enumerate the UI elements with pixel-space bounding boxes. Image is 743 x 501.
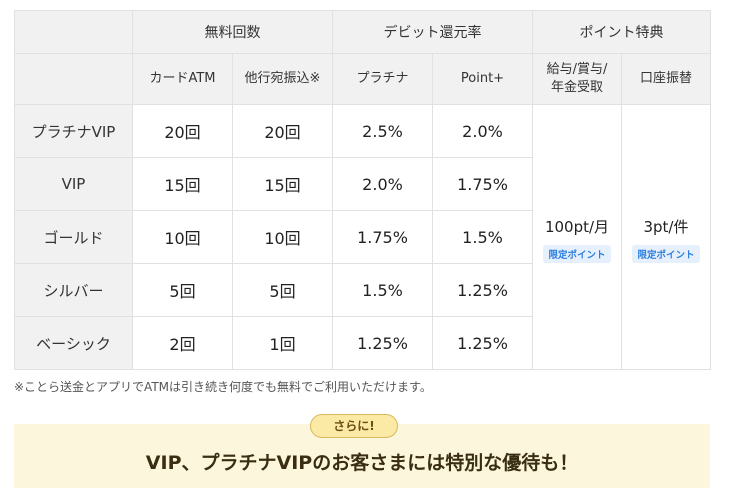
atm-count: 15回 [132, 157, 233, 211]
rank-label: ゴールド [14, 210, 133, 264]
card-atm-header: カードATM [132, 53, 233, 105]
transfer-count: 20回 [232, 104, 333, 158]
platinum-rate: 2.5% [332, 104, 433, 158]
table-row: シルバー 5回 5回 1.5% 1.25% [14, 263, 711, 317]
transfer-count: 10回 [232, 210, 333, 264]
rank-label: ベーシック [14, 316, 133, 370]
platinum-rate: 1.5% [332, 263, 433, 317]
platinum-rate: 2.0% [332, 157, 433, 211]
sub-header-row: カードATM 他行宛振込※ プラチナ Point+ 給与/賞与/ 年金受取 口座… [14, 53, 711, 105]
direct-debit-header: 口座振替 [621, 53, 711, 105]
corner-cell-2 [14, 53, 133, 105]
atm-count: 10回 [132, 210, 233, 264]
group-header-row: 無料回数 デビット還元率 ポイント特典 [14, 10, 711, 54]
point-benefit-header: ポイント特典 [532, 10, 711, 54]
transfer-count: 15回 [232, 157, 333, 211]
rank-label: プラチナVIP [14, 104, 133, 158]
table-row: ゴールド 10回 10回 1.75% 1.5% [14, 210, 711, 264]
footnote: ※ことら送金とアプリでATMは引き続き何度でも無料でご利用いただけます。 [14, 380, 432, 394]
salary-points-cell: 100pt/月 限定ポイント [532, 104, 622, 370]
debit-rate-header: デビット還元率 [332, 10, 533, 54]
table-row: プラチナVIP 20回 20回 2.5% 2.0% 100pt/月 限定ポイント… [14, 104, 711, 370]
platinum-rate: 1.75% [332, 210, 433, 264]
atm-count: 20回 [132, 104, 233, 158]
table-row: VIP 15回 15回 2.0% 1.75% [14, 157, 711, 211]
limited-point-badge: 限定ポイント [632, 244, 700, 263]
promo-text: VIP、プラチナVIPのお客さまには特別な優待も！ [145, 452, 579, 474]
pointplus-rate: 1.75% [432, 157, 533, 211]
platinum-rate: 1.25% [332, 316, 433, 370]
pointplus-rate: 1.25% [432, 263, 533, 317]
platinum-header: プラチナ [332, 53, 433, 105]
salary-header-line2: 年金受取 [550, 80, 603, 95]
salary-points-value: 100pt/月 [544, 217, 610, 236]
transfer-count: 5回 [232, 263, 333, 317]
atm-count: 2回 [132, 316, 233, 370]
salary-header: 給与/賞与/ 年金受取 [532, 53, 622, 105]
rank-label: VIP [14, 157, 133, 211]
corner-cell [14, 10, 133, 54]
transfer-header: 他行宛振込※ [232, 53, 333, 105]
direct-debit-points-value: 3pt/件 [643, 217, 689, 236]
pointplus-header: Point+ [432, 53, 533, 105]
transfer-count: 1回 [232, 316, 333, 370]
salary-header-line1: 給与/賞与/ [546, 62, 608, 77]
pointplus-rate: 2.0% [432, 104, 533, 158]
pointplus-rate: 1.25% [432, 316, 533, 370]
limited-point-badge: 限定ポイント [543, 244, 611, 263]
rank-label: シルバー [14, 263, 133, 317]
atm-count: 5回 [132, 263, 233, 317]
table-row: ベーシック 2回 1回 1.25% 1.25% [14, 316, 711, 370]
promo-tag: さらに! [310, 414, 398, 438]
direct-debit-points-cell: 3pt/件 限定ポイント [621, 104, 711, 370]
benefits-table: 無料回数 デビット還元率 ポイント特典 カードATM 他行宛振込※ プラチナ P… [14, 10, 711, 370]
pointplus-rate: 1.5% [432, 210, 533, 264]
free-count-header: 無料回数 [132, 10, 333, 54]
